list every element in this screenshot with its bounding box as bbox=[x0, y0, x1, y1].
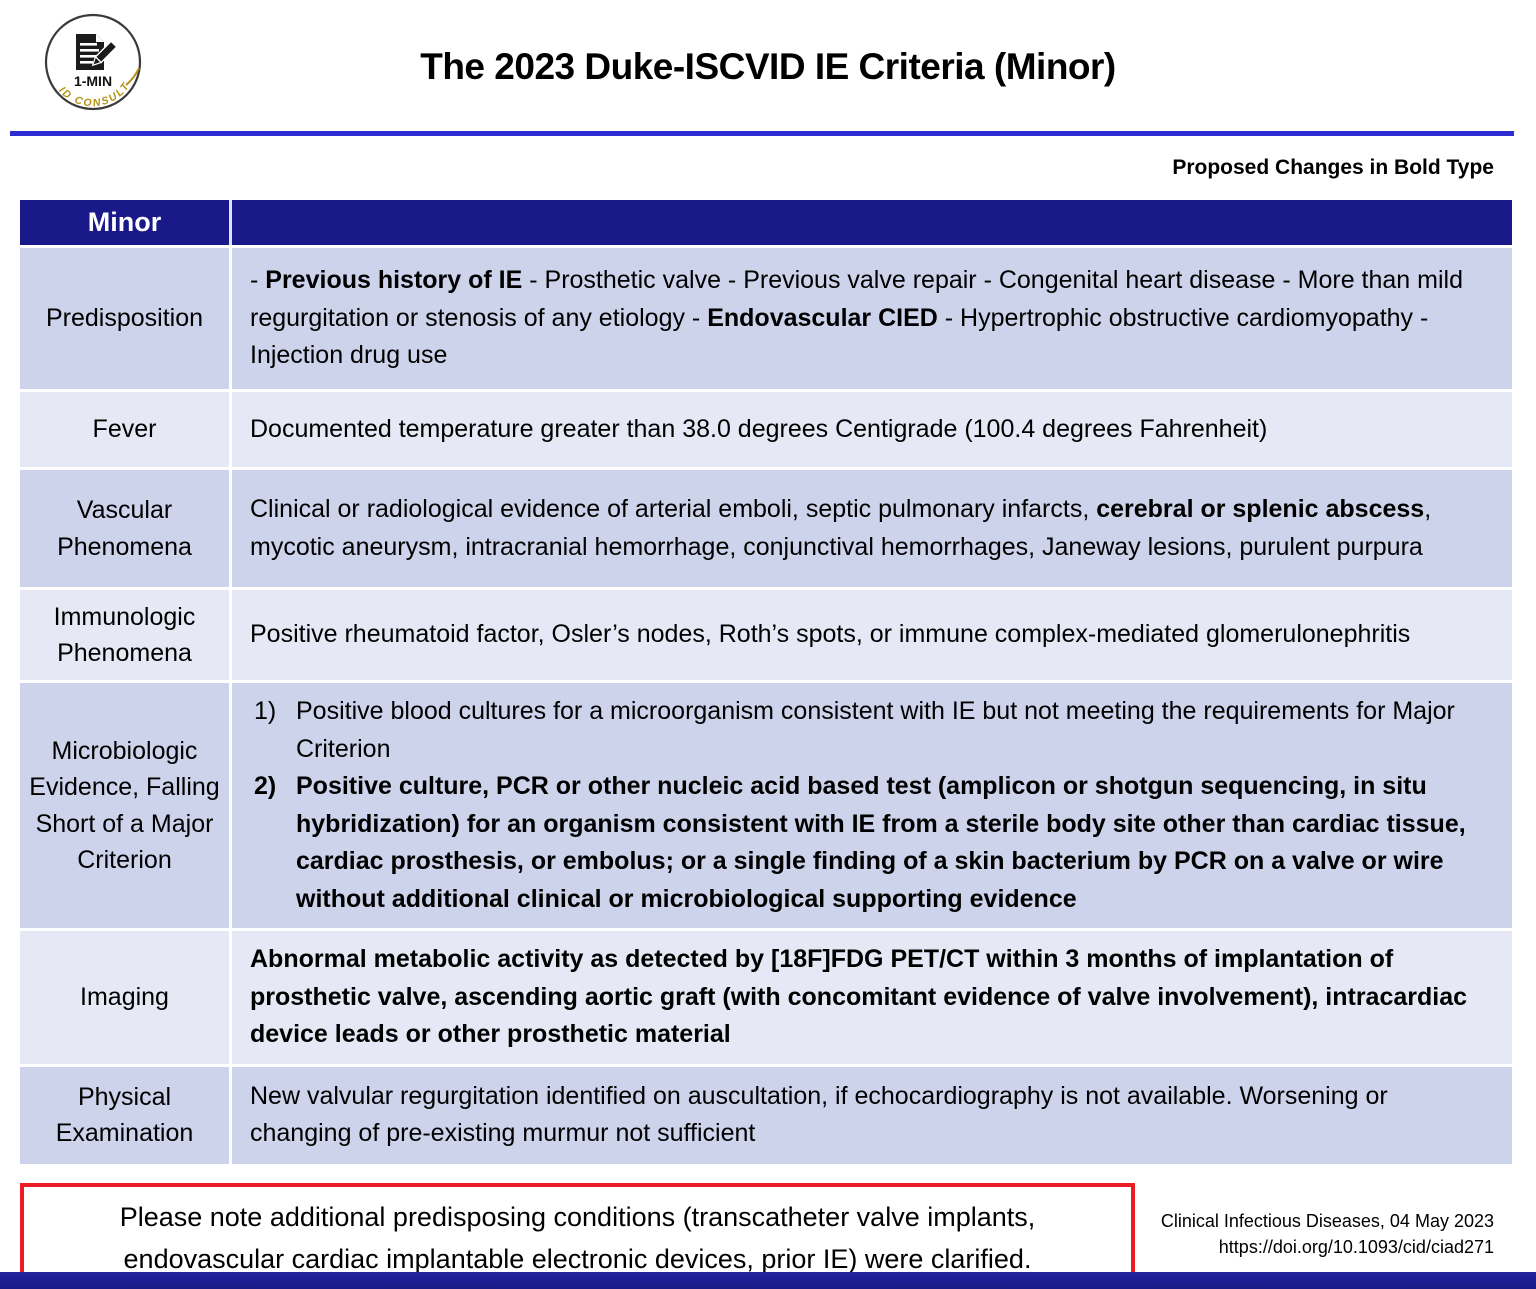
numbered-item: 2) Positive culture, PCR or other nucleic… bbox=[254, 772, 1466, 913]
table-body: Predisposition - Previous history of IE -… bbox=[20, 248, 1512, 1167]
row-label: Fever bbox=[20, 392, 232, 467]
logo-badge-text: 1-MIN bbox=[74, 73, 112, 89]
proposed-changes-note: Proposed Changes in Bold Type bbox=[1172, 156, 1494, 179]
title-divider-rule bbox=[10, 131, 1514, 136]
clarification-callout: Please note additional predisposing cond… bbox=[20, 1183, 1135, 1289]
row-label: Microbiologic Evidence, Falling Short of… bbox=[20, 683, 232, 928]
gold-arc bbox=[125, 67, 140, 86]
row-label: Physical Examination bbox=[20, 1066, 232, 1164]
document-pencil-icon bbox=[76, 34, 118, 70]
table-row: Vascular Phenomena Clinical or radiologic… bbox=[20, 470, 1512, 590]
one-min-id-consult-logo: 1-MIN ID CONSULT bbox=[38, 10, 148, 122]
row-label: Predisposition bbox=[20, 248, 232, 389]
logo-graphic: 1-MIN ID CONSULT bbox=[44, 13, 142, 111]
table-row: Imaging Abnormal metabolic activity as de… bbox=[20, 931, 1512, 1067]
row-content: 1) Positive blood cultures for a microorg… bbox=[232, 683, 1512, 928]
row-content: Clinical or radiological evidence of art… bbox=[250, 495, 1432, 561]
table-row: Microbiologic Evidence, Falling Short of… bbox=[20, 683, 1512, 931]
row-content: - Previous history of IE - Prosthetic va… bbox=[250, 266, 1463, 370]
bottom-accent-bar bbox=[0, 1272, 1536, 1289]
table-row: Predisposition - Previous history of IE -… bbox=[20, 248, 1512, 392]
page-title: The 2023 Duke-ISCVID IE Criteria (Minor) bbox=[420, 46, 1116, 87]
row-content: Documented temperature greater than 38.0… bbox=[250, 414, 1268, 443]
row-content: Abnormal metabolic activity as detected … bbox=[250, 945, 1468, 1048]
row-content: New valvular regurgitation identified on… bbox=[250, 1081, 1388, 1148]
row-label: Imaging bbox=[20, 931, 232, 1064]
table-row: Fever Documented temperature greater than… bbox=[20, 392, 1512, 470]
citation-doi: https://doi.org/10.1093/cid/ciad271 bbox=[1218, 1237, 1494, 1258]
table-header-row: Minor bbox=[20, 200, 1512, 248]
row-label: Immunologic Phenomena bbox=[20, 590, 232, 680]
criteria-table: Minor Predisposition - Previous history o… bbox=[20, 200, 1512, 1167]
citation-line-1: Clinical Infectious Diseases, 04 May 202… bbox=[1160, 1211, 1494, 1231]
journal-citation: Clinical Infectious Diseases, 04 May 202… bbox=[1161, 1208, 1494, 1260]
table-header-empty-cell bbox=[232, 200, 1512, 245]
row-content: Positive rheumatoid factor, Osler’s node… bbox=[250, 620, 1411, 649]
row-label: Vascular Phenomena bbox=[20, 470, 232, 587]
table-header-minor: Minor bbox=[20, 200, 232, 245]
numbered-item: 1) Positive blood cultures for a microorg… bbox=[254, 697, 1455, 763]
table-row: Immunologic Phenomena Positive rheumatoid… bbox=[20, 590, 1512, 683]
table-row: Physical Examination New valvular regurgi… bbox=[20, 1066, 1512, 1167]
